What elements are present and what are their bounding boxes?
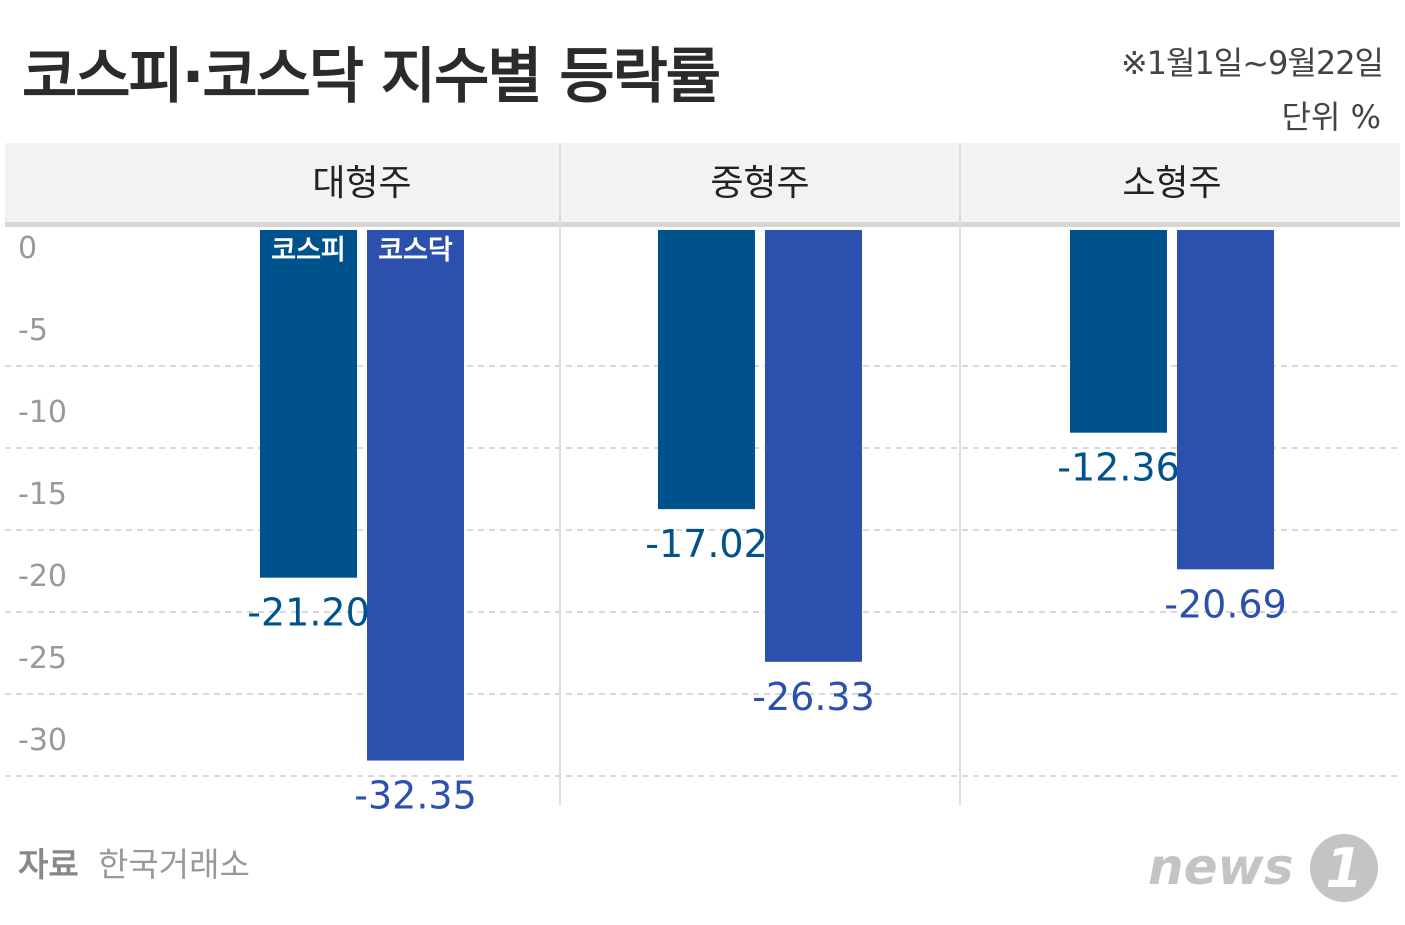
bar-value-label: -21.20 bbox=[247, 591, 370, 635]
legend-label: 코스피 bbox=[271, 235, 346, 266]
y-tick-label: -5 bbox=[18, 313, 48, 348]
bar bbox=[1070, 230, 1167, 433]
category-label: 중형주 bbox=[710, 163, 809, 204]
header-underline bbox=[5, 222, 1400, 227]
bar-value-label: -20.69 bbox=[1164, 582, 1287, 626]
bar bbox=[367, 230, 464, 761]
news1-logo: news 1 bbox=[1148, 834, 1378, 902]
svg-text:1: 1 bbox=[1325, 837, 1363, 900]
bar-value-label: -32.35 bbox=[354, 774, 477, 818]
bar-value-label: -17.02 bbox=[645, 522, 768, 566]
y-tick-label: -20 bbox=[18, 559, 67, 594]
bar-value-label: -26.33 bbox=[752, 675, 875, 719]
svg-text:news: news bbox=[1148, 838, 1293, 896]
y-tick-label: -15 bbox=[18, 477, 67, 512]
category-header-band bbox=[5, 143, 1400, 222]
bar-value-label: -12.36 bbox=[1057, 446, 1180, 490]
y-tick-label: 0 bbox=[18, 231, 37, 266]
period-note: ※1월1일~9월22일 bbox=[1120, 44, 1384, 82]
bar bbox=[765, 230, 862, 662]
bar bbox=[260, 230, 357, 578]
y-tick-label: -25 bbox=[18, 641, 67, 676]
unit-note: 단위 % bbox=[1281, 98, 1381, 136]
legend-label: 코스닥 bbox=[378, 235, 453, 266]
bar bbox=[658, 230, 755, 510]
source-label: 자료 bbox=[18, 845, 79, 884]
chart-title: 코스피·코스닥 지수별 등락률 bbox=[22, 42, 721, 112]
y-tick-label: -10 bbox=[18, 395, 67, 430]
y-tick-label: -30 bbox=[18, 723, 67, 758]
source-value: 한국거래소 bbox=[98, 845, 250, 884]
category-label: 대형주 bbox=[312, 163, 411, 204]
bar bbox=[1177, 230, 1274, 570]
category-label: 소형주 bbox=[1122, 163, 1221, 204]
